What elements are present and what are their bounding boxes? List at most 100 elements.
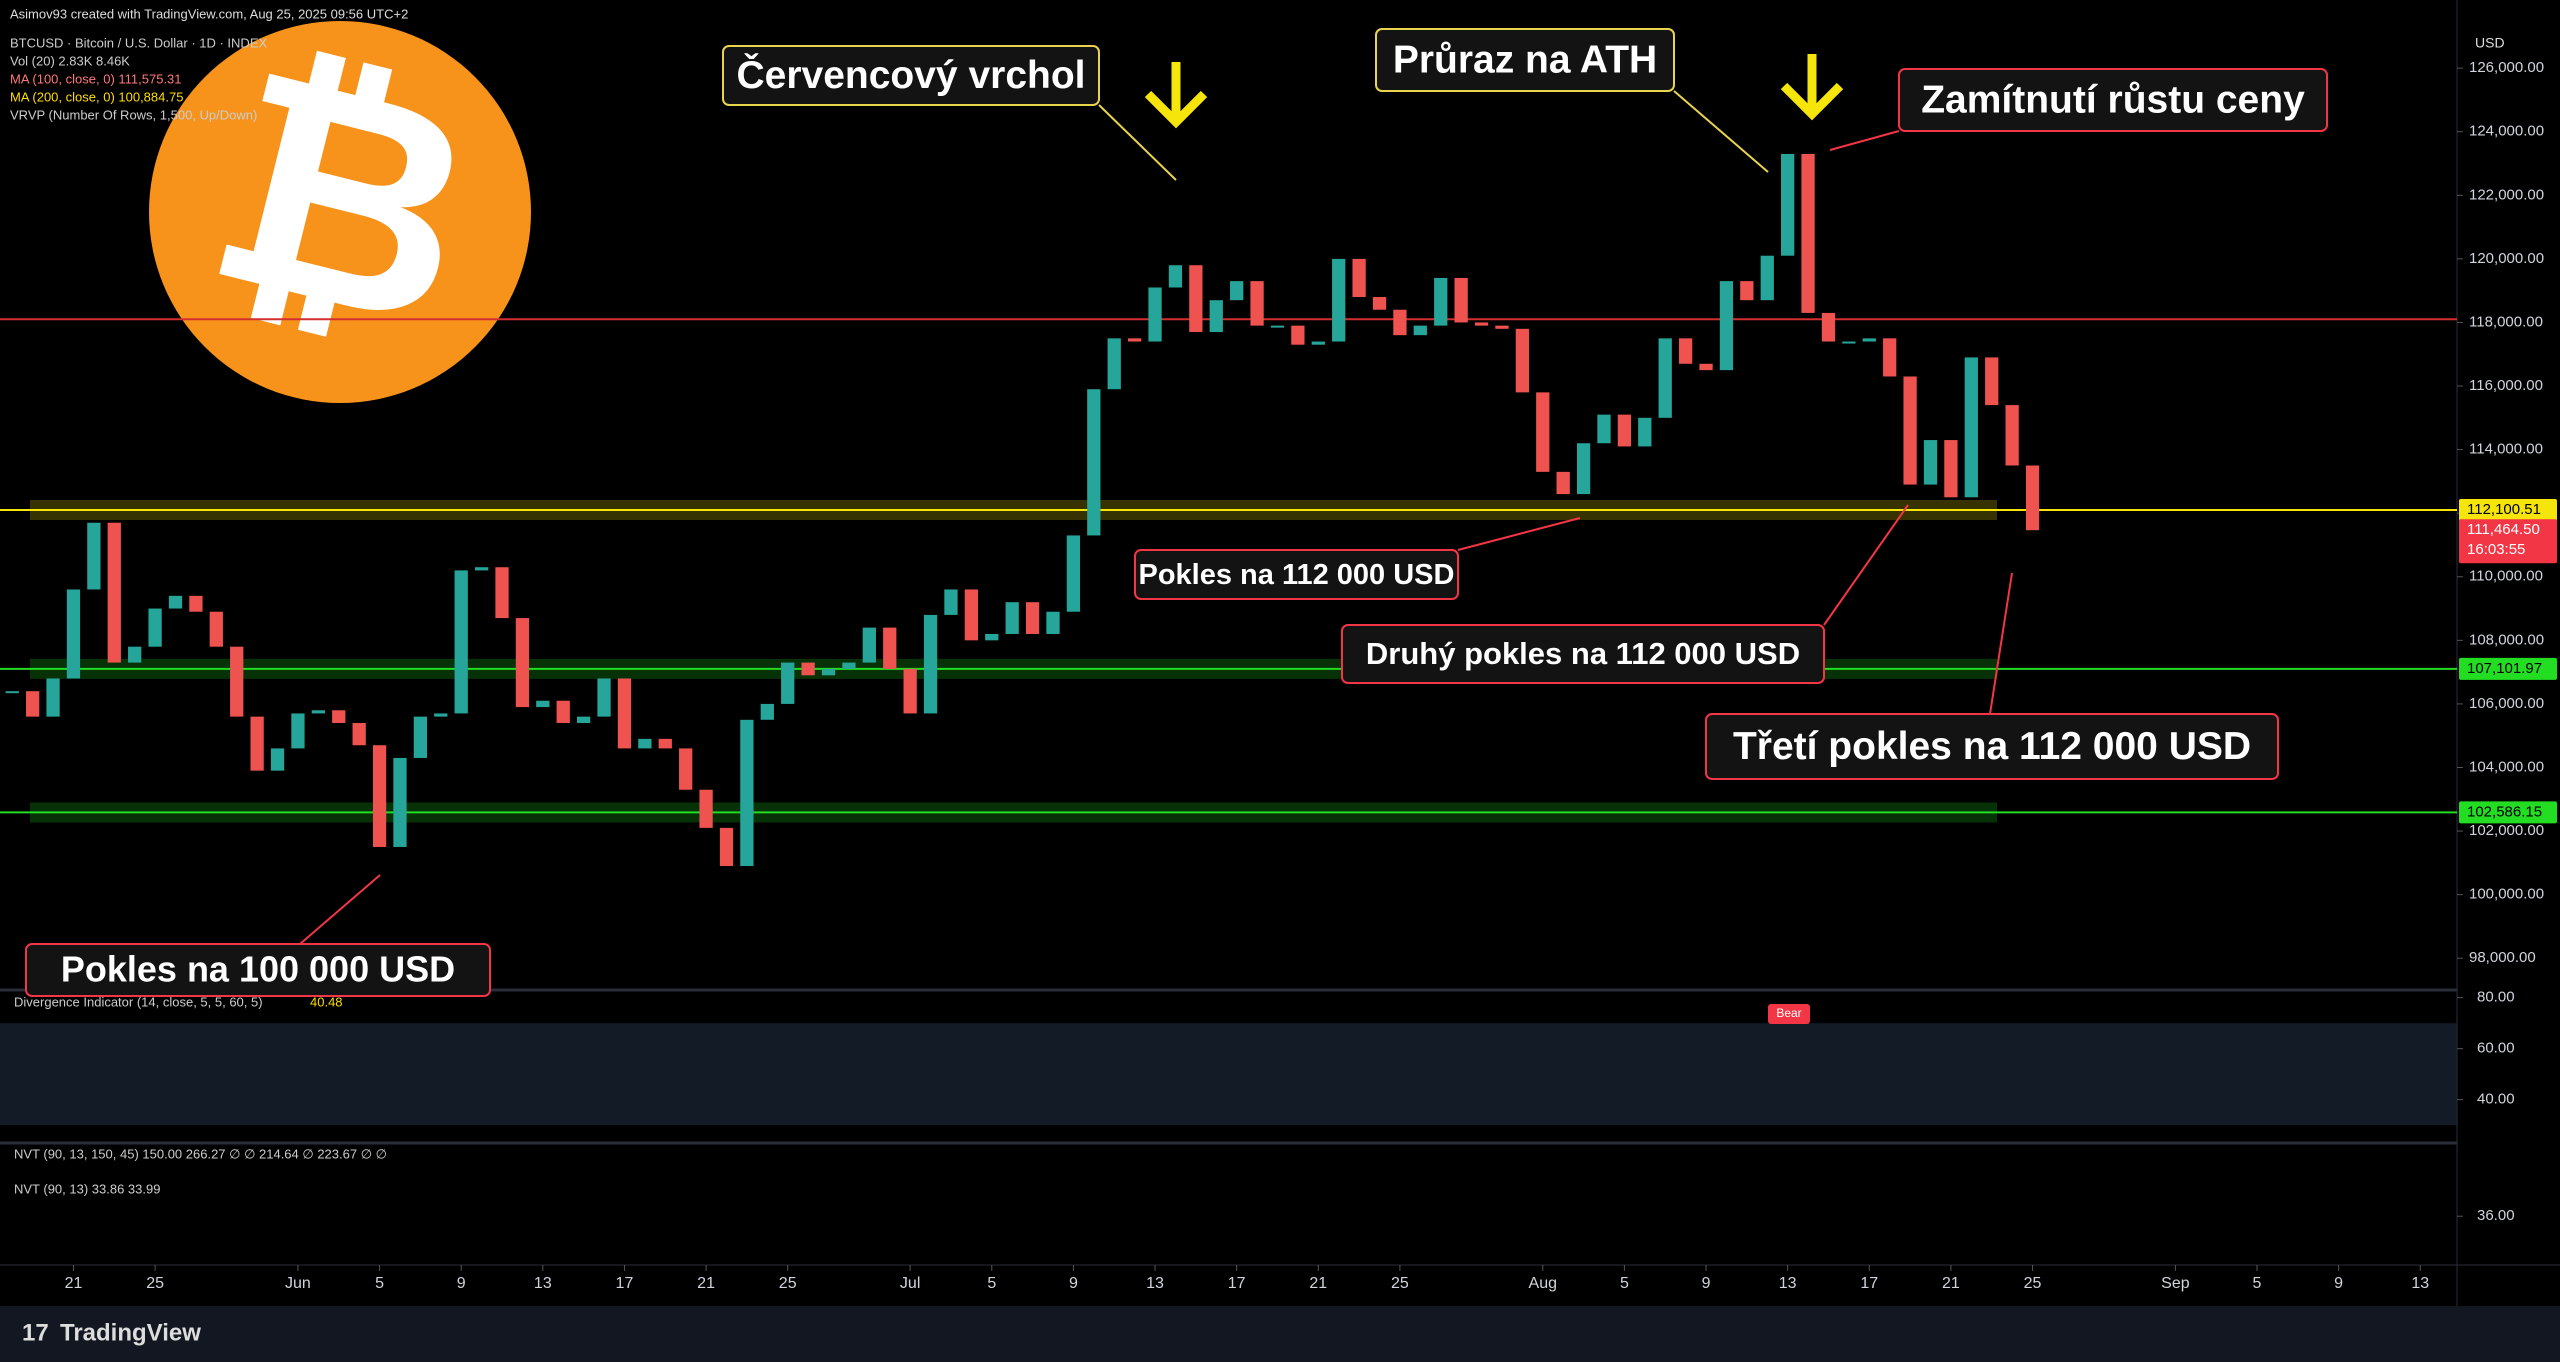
x-tick-label: 13 — [1146, 1275, 1164, 1292]
annotation: Druhý pokles na 112 000 USD — [1366, 636, 1800, 671]
candle — [1842, 341, 1856, 344]
candle — [1148, 287, 1162, 342]
candle — [1821, 312, 1836, 342]
x-tick-label: 25 — [779, 1275, 797, 1292]
leader — [1989, 572, 2013, 715]
leader — [1673, 90, 1769, 173]
x-tick-label: 17 — [1228, 1275, 1246, 1292]
candle — [46, 678, 60, 717]
candle — [1964, 357, 1978, 498]
candle — [1454, 277, 1468, 323]
candle — [1597, 414, 1611, 444]
y-tick-label: 106,000.00 — [2469, 695, 2544, 712]
x-tick-label: 9 — [2334, 1275, 2343, 1292]
annotation: Pokles na 112 000 USD — [1139, 559, 1455, 591]
candle — [311, 710, 325, 714]
price-tag-label: 112,100.51 — [2467, 501, 2541, 518]
annotation-box — [1898, 68, 2328, 132]
x-tick-label: Aug — [1529, 1275, 1557, 1292]
x-tick-label: Jul — [900, 1275, 920, 1292]
candle — [515, 618, 530, 708]
x-tick-label: 9 — [1702, 1275, 1711, 1292]
watermark: TradingView — [60, 1319, 201, 1346]
candle — [2025, 465, 2040, 531]
candle — [1291, 325, 1305, 345]
annotation: Třetí pokles na 112 000 USD — [1733, 725, 2251, 768]
annotation: Průraz na ATH — [1393, 38, 1657, 81]
legend-line: BTCUSD · Bitcoin / U.S. Dollar · 1D · IN… — [10, 35, 267, 50]
y-tick-label: 116,000.00 — [2469, 377, 2543, 394]
candle — [270, 748, 285, 771]
y-tick-label: 118,000.00 — [2469, 313, 2543, 330]
candle — [1352, 258, 1366, 298]
y-tick-label: 110,000.00 — [2469, 568, 2543, 585]
candle — [638, 738, 652, 749]
candle — [781, 662, 795, 704]
candle — [454, 570, 468, 714]
candle — [719, 827, 734, 867]
y-tick-label: 126,000.00 — [2469, 59, 2544, 76]
candle — [597, 678, 611, 717]
leader — [1098, 104, 1177, 181]
indicator-title: Divergence Indicator (14, close, 5, 5, 6… — [14, 994, 263, 1009]
candle — [923, 614, 938, 714]
x-tick-label: 5 — [1620, 1275, 1629, 1292]
candle — [434, 713, 448, 717]
candle — [250, 716, 264, 771]
candle — [1005, 602, 1019, 634]
price-tag — [2459, 498, 2557, 521]
candle — [740, 719, 754, 867]
candle — [495, 567, 509, 619]
y-tick-label: 114,000.00 — [2469, 441, 2543, 458]
x-tick-label: 25 — [146, 1275, 164, 1292]
candle — [1230, 281, 1244, 301]
candle — [1576, 443, 1591, 495]
legend-line: MA (100, close, 0) 111,575.31 — [10, 71, 182, 86]
price-tag — [2459, 657, 2557, 680]
arrow — [1144, 62, 1208, 129]
candle — [372, 745, 387, 847]
candle — [1495, 325, 1509, 329]
annotation-box — [25, 943, 491, 997]
indicator-title: NVT (90, 13, 150, 45) 150.00 266.27 ∅ ∅ … — [14, 1146, 387, 1161]
x-tick-label: 13 — [1779, 1275, 1797, 1292]
annotation-box — [1375, 28, 1675, 92]
x-tick-label: Jun — [285, 1275, 311, 1292]
x-tick-label: Sep — [2161, 1275, 2190, 1292]
candle — [1209, 300, 1223, 332]
candle — [577, 716, 591, 723]
y-tick-label: 120,000.00 — [2469, 250, 2544, 267]
candle — [230, 646, 244, 717]
x-tick-label: 9 — [457, 1275, 466, 1292]
candle — [148, 608, 162, 647]
x-tick-label: 5 — [375, 1275, 384, 1292]
candle — [1556, 471, 1570, 495]
x-tick-label: 17 — [616, 1275, 634, 1292]
legend-line: MA (200, close, 0) 100,884.75 — [10, 89, 183, 104]
annotation-box — [1341, 624, 1825, 684]
indicator-title: NVT (90, 13) 33.86 33.99 — [14, 1181, 160, 1196]
candle — [1107, 338, 1121, 390]
candle — [291, 713, 305, 749]
candle — [87, 522, 101, 590]
candle — [393, 757, 407, 847]
x-tick-label: 13 — [534, 1275, 552, 1292]
x-tick-label: 5 — [2253, 1275, 2262, 1292]
annotation-box — [1705, 713, 2279, 780]
leader — [299, 874, 381, 945]
x-tick-label: 25 — [1391, 1275, 1409, 1292]
price-tag — [2459, 801, 2557, 824]
x-tick-label: 21 — [1942, 1275, 1960, 1292]
candle — [1250, 281, 1264, 326]
candle — [1515, 328, 1529, 393]
candle — [1372, 297, 1387, 310]
candle — [1311, 341, 1325, 345]
leader — [1457, 517, 1581, 551]
candle — [413, 716, 428, 758]
logo-mark: 17 — [22, 1319, 49, 1346]
candle — [1740, 281, 1754, 301]
candle — [5, 691, 19, 694]
candle — [658, 738, 672, 749]
